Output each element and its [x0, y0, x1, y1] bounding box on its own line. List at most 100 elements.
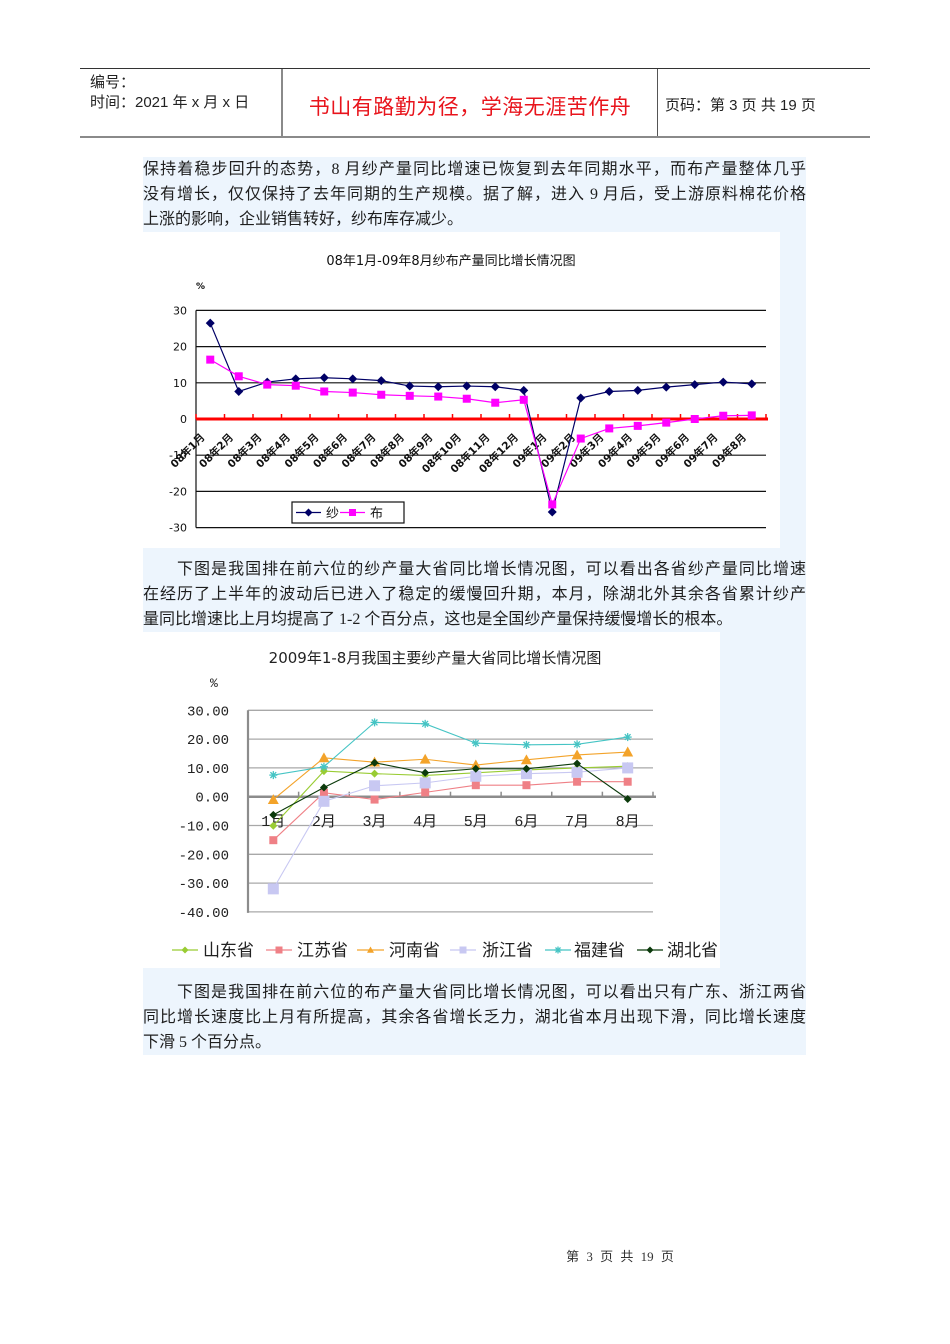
data-point-marker: [661, 382, 671, 392]
series-line: [272, 781, 628, 841]
data-point-marker: [633, 421, 642, 430]
data-point-marker: [304, 508, 313, 517]
data-point-marker: [234, 372, 243, 381]
data-point-marker: [470, 759, 482, 770]
data-point-marker: [367, 946, 374, 953]
document-date-label: 时间：2021 年 x 月 x 日: [90, 94, 250, 111]
data-point-marker: [263, 380, 272, 389]
text-line: 上涨的影响，企业销售转好，纱布库存减少。: [143, 211, 464, 228]
data-point-marker: [576, 393, 586, 403]
page-header: 编号： 时间：2021 年 x 月 x 日 书山有路勤为径，学海无涯苦作舟 页码…: [80, 68, 870, 138]
data-point-marker: [747, 379, 757, 389]
y-tick-label: 10.00: [187, 762, 229, 778]
y-tick-label: 0: [180, 413, 187, 426]
legend-label: 浙江省: [482, 941, 533, 961]
data-point-marker: [405, 381, 415, 391]
y-tick-label: 10: [173, 377, 187, 390]
y-tick-label: -20.00: [179, 848, 229, 864]
y-tick-label: 30: [173, 304, 187, 317]
data-point-marker: [419, 777, 431, 789]
data-point-marker: [470, 770, 482, 782]
data-series: [206, 355, 756, 509]
data-point-marker: [604, 386, 614, 396]
header-page-info: 页码：第 3 页 共 19 页: [665, 97, 816, 114]
chart-title: 2009年1-8月我国主要纱产量大省同比增长情况图: [269, 649, 602, 667]
data-point-marker: [348, 388, 357, 397]
data-point-marker: [269, 836, 278, 845]
data-point-marker: [662, 418, 671, 427]
data-point-marker: [370, 758, 379, 767]
data-point-marker: [622, 746, 634, 757]
data-point-marker: [269, 821, 278, 830]
data-point-marker: [547, 507, 557, 517]
data-point-marker: [623, 795, 632, 804]
data-point-marker: [520, 768, 532, 780]
data-point-marker: [605, 424, 614, 433]
data-point-marker: [623, 733, 632, 742]
y-axis-unit: %: [196, 282, 205, 292]
series-line: [272, 751, 628, 801]
text-line: 在经历了上半年的波动后已进入了稳定的缓慢回升期，本月，除湖北外其余各省累计纱产: [143, 586, 806, 603]
paragraph-2: 下图是我国排在前六位的纱产量大省同比增长情况图，可以看出各省纱产量同比增速 在经…: [143, 557, 806, 632]
text-line: 没有增长，仅仅保持了去年同期的生产规模。据了解，进入 9 月后，受上游原料棉花价…: [143, 186, 806, 203]
data-point-marker: [573, 740, 582, 749]
y-axis-unit: %: [210, 676, 218, 691]
data-point-marker: [519, 395, 528, 404]
text-line: 保持着稳步回升的态势，8 月纱产量同比增速已恢复到去年同期水平，而布产量整体几乎: [143, 161, 806, 178]
legend-label: 福建省: [574, 941, 625, 961]
data-point-marker: [319, 788, 328, 797]
data-series: [269, 758, 632, 819]
series-line: [273, 721, 628, 776]
chart-legend: 山东省 江苏省 河南省 浙江省 福建省 湖北省: [172, 941, 718, 961]
text-line: 下图是我国排在前六位的布产量大省同比增长情况图，可以看出只有广东、浙江两省: [177, 984, 806, 1001]
data-point-marker: [318, 752, 330, 763]
text-line: 同比增长速度比上月有所提高，其余各省增长乏力，湖北省本月出现下滑，同比增长速度: [143, 1009, 806, 1026]
yarn-cloth-growth-chart: 08年1月-09年8月纱布产量同比增长情况图% 30 20 10 0 -10 -20 -30 0…: [143, 232, 780, 548]
document-code-label: 编号：: [90, 74, 136, 91]
province-yarn-growth-chart: 2009年1-8月我国主要纱产量大省同比增长情况图% 30.00 20.00 10.0…: [143, 632, 720, 968]
data-point-marker: [747, 411, 756, 420]
data-point-marker: [471, 739, 480, 748]
data-series: [269, 777, 632, 845]
data-point-marker: [646, 946, 654, 954]
legend-label: 纱: [326, 507, 339, 522]
data-point-marker: [690, 380, 700, 390]
data-point-marker: [690, 415, 699, 423]
data-point-marker: [421, 768, 430, 777]
data-point-marker: [206, 355, 215, 364]
chart-title: 08年1月-09年8月纱布产量同比增长情况图: [326, 254, 575, 269]
data-point-marker: [522, 740, 531, 749]
chart-canvas: 08年1月-09年8月纱布产量同比增长情况图% 30 20 10 0 -10 -20 -30 0…: [168, 254, 768, 535]
data-point-marker: [269, 810, 278, 819]
paragraph-1: 保持着稳步回升的态势，8 月纱产量同比增速已恢复到去年同期水平，而布产量整体几乎…: [143, 157, 806, 232]
y-tick-label: -30: [169, 522, 187, 535]
data-series: [269, 718, 632, 780]
data-point-marker: [433, 382, 443, 392]
data-point-marker: [571, 749, 583, 760]
data-point-marker: [554, 946, 562, 954]
data-point-marker: [434, 392, 443, 401]
data-point-marker: [490, 382, 500, 392]
data-point-marker: [319, 783, 328, 792]
data-point-marker: [234, 386, 244, 396]
data-point-marker: [370, 718, 379, 727]
x-tick-label: 4月: [413, 814, 437, 831]
data-point-marker: [522, 764, 531, 773]
data-point-marker: [348, 374, 358, 384]
y-tick-label: -30.00: [179, 877, 229, 893]
chart-canvas: 2009年1-8月我国主要纱产量大省同比增长情况图% 30.00 20.00 10.0…: [172, 649, 718, 961]
data-point-marker: [573, 759, 582, 768]
data-point-marker: [370, 795, 379, 804]
series-line: [273, 762, 629, 816]
data-point-marker: [571, 766, 583, 778]
gridlines: [196, 309, 766, 529]
data-point-marker: [548, 500, 557, 509]
data-point-marker: [419, 753, 431, 764]
y-tick-label: -40.00: [179, 906, 229, 922]
gridlines: [248, 709, 653, 913]
x-tick-label: 5月: [464, 814, 488, 831]
paragraph-3: 下图是我国排在前六位的布产量大省同比增长情况图，可以看出只有广东、浙江两省 同比…: [143, 980, 806, 1055]
data-point-marker: [369, 780, 381, 792]
data-point-marker: [269, 771, 278, 780]
data-point-marker: [421, 719, 430, 728]
